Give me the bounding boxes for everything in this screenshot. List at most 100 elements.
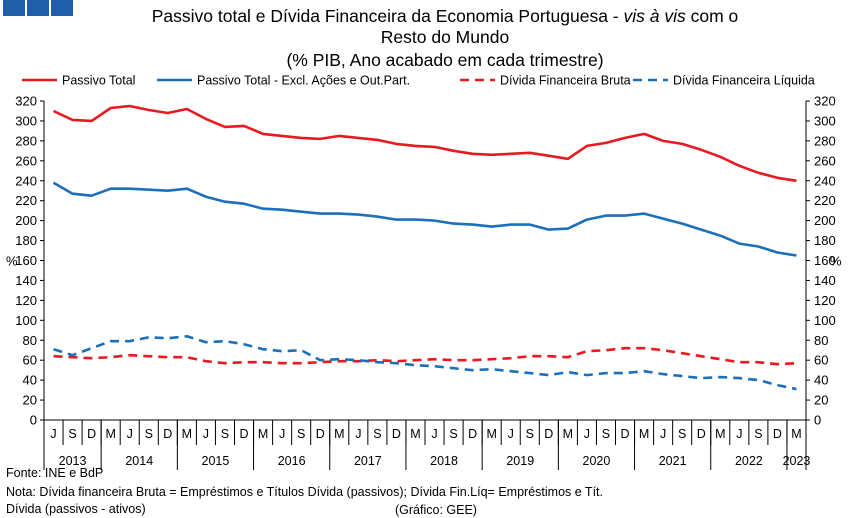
y-tick-label-left: 20 <box>23 393 37 408</box>
year-label: 2020 <box>583 454 611 468</box>
x-tick-label: D <box>544 427 553 441</box>
x-tick-label: M <box>410 427 420 441</box>
x-tick-label: J <box>50 427 56 441</box>
y-tick-label-left: 200 <box>15 213 37 228</box>
x-tick-label: S <box>145 427 153 441</box>
y-tick-label-right: 0 <box>814 413 821 428</box>
definition-note-line2: Dívida (passivos - ativos) <box>6 502 146 516</box>
x-tick-label: S <box>602 427 610 441</box>
x-tick-label: M <box>715 427 725 441</box>
y-tick-label-left: 280 <box>15 133 37 148</box>
series-line-3 <box>53 346 797 366</box>
x-tick-label: S <box>297 427 305 441</box>
y-tick-label-left: 60 <box>23 353 37 368</box>
y-tick-label-left: 160 <box>15 253 37 268</box>
x-tick-label: M <box>563 427 573 441</box>
y-tick-label-right: 80 <box>814 333 828 348</box>
y-tick-label-right: 60 <box>814 353 828 368</box>
y-tick-label-right: 220 <box>814 193 836 208</box>
legend-label-2: Passivo Total - Excl. Ações e Out.Part. <box>197 74 410 88</box>
year-label: 2015 <box>202 454 230 468</box>
y-tick-label-left: 260 <box>15 153 37 168</box>
x-tick-label: D <box>240 427 249 441</box>
x-tick-label: J <box>431 427 437 441</box>
y-tick-label-left: 80 <box>23 333 37 348</box>
series-line-1 <box>52 104 797 183</box>
legend-label-4: Dívida Financeira Líquida <box>673 74 815 88</box>
y-tick-label-right: 20 <box>814 393 828 408</box>
year-label: 2016 <box>278 454 306 468</box>
year-label: 2019 <box>506 454 534 468</box>
definition-note-line1: Nota: Dívida financeira Bruta = Emprésti… <box>6 485 603 499</box>
chart-title-line1: Passivo total e Dívida Financeira da Eco… <box>151 6 739 26</box>
x-tick-label: D <box>468 427 477 441</box>
x-tick-label: J <box>203 427 209 441</box>
y-tick-label-right: 200 <box>814 213 836 228</box>
logo-block-3 <box>51 0 73 16</box>
y-axis-label-left: % <box>6 254 18 269</box>
source-note: Fonte: INE e BdP <box>6 466 104 480</box>
y-tick-label-right: 140 <box>814 273 836 288</box>
y-tick-label-left: 240 <box>15 173 37 188</box>
x-tick-label: S <box>754 427 762 441</box>
y-tick-label-right: 120 <box>814 293 836 308</box>
y-tick-label-left: 180 <box>15 233 37 248</box>
x-tick-label: S <box>373 427 381 441</box>
y-tick-label-left: 320 <box>15 94 37 109</box>
x-tick-label: D <box>87 427 96 441</box>
x-tick-label: S <box>678 427 686 441</box>
y-tick-label-left: 100 <box>15 313 37 328</box>
y-tick-label-left: 220 <box>15 193 37 208</box>
x-tick-label: D <box>621 427 630 441</box>
series-line-2 <box>52 181 797 257</box>
x-tick-label: S <box>526 427 534 441</box>
x-tick-label: S <box>449 427 457 441</box>
x-tick-label: J <box>584 427 590 441</box>
y-axis-label-right: % <box>830 254 842 269</box>
logo-block-1 <box>3 0 25 16</box>
x-tick-label: S <box>221 427 229 441</box>
x-tick-label: J <box>355 427 361 441</box>
x-tick-label: M <box>791 427 801 441</box>
year-label: 2021 <box>659 454 687 468</box>
y-tick-label-left: 140 <box>15 273 37 288</box>
x-tick-label: S <box>68 427 76 441</box>
x-tick-label: M <box>334 427 344 441</box>
y-tick-label-right: 260 <box>814 153 836 168</box>
x-tick-label: M <box>639 427 649 441</box>
x-tick-label: M <box>182 427 192 441</box>
y-tick-label-left: 0 <box>30 413 37 428</box>
y-tick-label-right: 280 <box>814 133 836 148</box>
x-tick-label: D <box>773 427 782 441</box>
year-label: 2014 <box>125 454 153 468</box>
x-tick-label: J <box>508 427 514 441</box>
x-tick-label: M <box>105 427 115 441</box>
chart-subtitle: (% PIB, Ano acabado em cada trimestre) <box>286 50 604 70</box>
series-line-4 <box>53 334 797 391</box>
x-tick-label: J <box>660 427 666 441</box>
y-tick-label-right: 240 <box>814 173 836 188</box>
x-tick-label: D <box>163 427 172 441</box>
x-tick-label: D <box>697 427 706 441</box>
year-label: 2018 <box>430 454 458 468</box>
x-tick-label: M <box>258 427 268 441</box>
chart-credit: (Gráfico: GEE) <box>395 503 477 517</box>
y-tick-label-left: 40 <box>23 373 37 388</box>
x-tick-label: J <box>127 427 133 441</box>
y-tick-label-right: 320 <box>814 94 836 109</box>
y-tick-label-right: 40 <box>814 373 828 388</box>
y-tick-label-left: 120 <box>15 293 37 308</box>
x-tick-label: D <box>316 427 325 441</box>
x-tick-label: M <box>486 427 496 441</box>
y-tick-label-right: 180 <box>814 233 836 248</box>
year-label: 2013 <box>59 454 87 468</box>
chart-title-line2: Resto do Mundo <box>380 27 510 47</box>
legend-label-3: Dívida Financeira Bruta <box>500 74 631 88</box>
y-tick-label-left: 300 <box>15 113 37 128</box>
x-tick-label: J <box>279 427 285 441</box>
x-tick-label: D <box>392 427 401 441</box>
x-tick-label: J <box>736 427 742 441</box>
y-tick-label-right: 100 <box>814 313 836 328</box>
y-tick-label-right: 300 <box>814 113 836 128</box>
